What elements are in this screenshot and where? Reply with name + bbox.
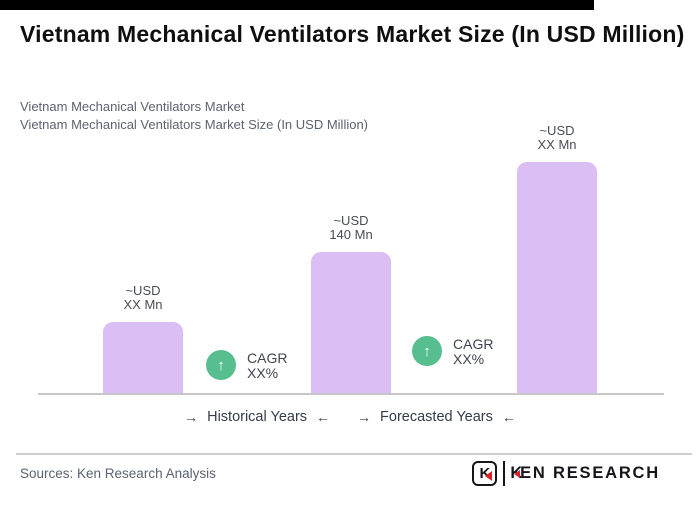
bar-middle	[311, 252, 391, 394]
axis-label-historical-years: → Historical Years ←	[184, 409, 331, 425]
logo-wordmark: K EN RESEARCH	[510, 464, 660, 482]
bar-value-label-middle: ~USD 140 Mn	[329, 213, 373, 242]
ken-research-logo: K K EN RESEARCH	[472, 461, 660, 486]
chart-subtitle: Vietnam Mechanical Ventilators Market Vi…	[20, 98, 640, 134]
logo-k-icon: K	[472, 461, 498, 486]
cagr-circle-2: ↑	[412, 336, 442, 366]
subtitle-line-1: Vietnam Mechanical Ventilators Market	[20, 99, 245, 114]
right-arrow-icon: →	[357, 409, 372, 425]
axis-label-forecasted-years: → Forecasted Years ←	[357, 409, 516, 425]
cagr-circle-1: ↑	[206, 350, 236, 380]
wordmark-red-wedge-icon	[514, 470, 521, 478]
bar-historical	[103, 322, 183, 394]
right-arrow-icon: →	[184, 409, 199, 425]
bar-value-label-historical: ~USD XX Mn	[123, 283, 163, 312]
x-axis-baseline	[38, 393, 664, 395]
up-arrow-icon: ↑	[423, 342, 431, 360]
page-title: Vietnam Mechanical Ventilators Market Si…	[20, 21, 685, 47]
subtitle-line-2: Vietnam Mechanical Ventilators Market Si…	[20, 117, 369, 132]
cagr-text-2: CAGR XX%	[453, 335, 494, 367]
bar-value-label-forecast: ~USD XX Mn	[537, 123, 577, 152]
left-arrow-icon: ←	[501, 409, 516, 425]
footer-divider	[16, 453, 692, 455]
sources-text: Sources: Ken Research Analysis	[20, 466, 216, 481]
left-arrow-icon: ←	[316, 409, 331, 425]
top-accent-bar	[0, 0, 594, 10]
cagr-badge-2: ↑ CAGR XX%	[412, 336, 493, 367]
cagr-text-1: CAGR XX%	[247, 349, 288, 381]
cagr-badge-1: ↑ CAGR XX%	[206, 350, 287, 381]
logo-red-wedge-icon	[485, 470, 493, 481]
up-arrow-icon: ↑	[217, 356, 225, 374]
axis-labels-row: → Historical Years ← → Forecasted Years …	[0, 409, 700, 425]
logo-separator	[503, 461, 506, 486]
bar-forecast	[517, 162, 597, 394]
